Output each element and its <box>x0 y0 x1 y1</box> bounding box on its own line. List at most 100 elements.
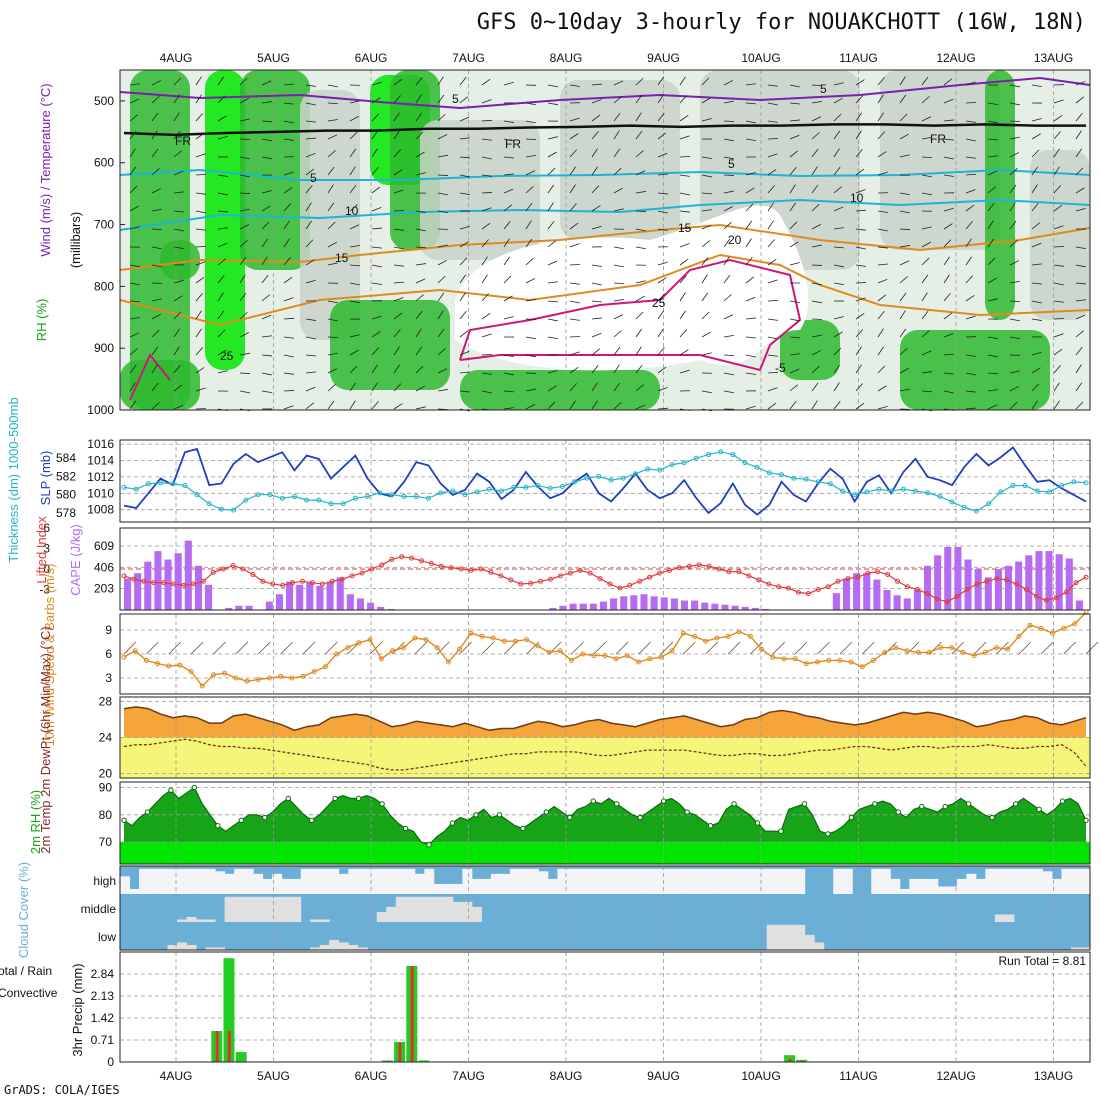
wind-barb <box>965 156 976 159</box>
cape-bar <box>863 573 871 610</box>
wind-barb <box>305 84 316 87</box>
wind-barb <box>283 257 291 266</box>
wind-barb <box>855 209 867 212</box>
wind-barb <box>965 407 976 410</box>
cloud-cover-bar-high <box>253 873 264 894</box>
wind-barb <box>1031 351 1042 356</box>
cloud-cover-bar-high <box>376 868 387 894</box>
wind-barb <box>459 96 469 104</box>
slp-background <box>120 440 1090 522</box>
wind-barb <box>195 76 202 86</box>
cloud-cover-bar-high <box>452 883 463 894</box>
wind-barb <box>1031 282 1042 285</box>
wind-barb <box>525 278 536 284</box>
wind-barb <box>987 102 998 106</box>
wind-speed-point <box>490 635 496 641</box>
wind-barb <box>877 246 888 249</box>
wind-barb <box>591 114 601 122</box>
wind-barb <box>173 246 184 249</box>
li-point <box>508 577 514 583</box>
wind-barb <box>481 156 492 160</box>
wind-barb <box>987 138 998 141</box>
wind-barb <box>261 372 272 376</box>
cloud-cover-bar-high <box>880 868 891 894</box>
wind-tick-label: 3 <box>105 671 112 685</box>
wind-barb <box>635 130 643 140</box>
wind-barb <box>613 246 624 250</box>
wind-speed-point <box>982 649 988 655</box>
wind-barb <box>899 367 910 374</box>
wind-speed-point <box>580 651 586 657</box>
wind-barb <box>657 293 666 302</box>
wind-barb <box>679 115 689 122</box>
cape-axis-label: CAPE (J/kg) <box>68 524 83 596</box>
wind-barb <box>789 384 798 392</box>
thickness-point <box>681 460 687 466</box>
li-point <box>240 566 246 572</box>
wind-barb <box>745 172 756 176</box>
wind-barb <box>503 407 514 410</box>
wind-barb <box>613 112 621 122</box>
wind-barb <box>877 346 885 356</box>
cloud-cover-bar-high <box>300 868 311 894</box>
rh-point <box>520 825 526 832</box>
wind-speed-point <box>457 646 463 652</box>
wind-barb <box>1053 225 1064 230</box>
wind-barb <box>943 390 954 394</box>
wind-barb <box>679 192 690 196</box>
wind-barb <box>239 292 247 302</box>
cloud-cover-bar-low <box>766 924 777 950</box>
wind-barb <box>503 238 510 248</box>
wind-barb <box>190 641 204 655</box>
wind-barb <box>745 317 756 320</box>
wind-barb <box>1009 240 1018 248</box>
thickness-point <box>827 481 833 487</box>
wind-barb <box>327 336 339 339</box>
wind-barb <box>855 364 862 374</box>
wind-barb <box>789 353 800 356</box>
wind-barb <box>283 317 295 320</box>
li-point <box>845 576 851 582</box>
chart-title: GFS 0~10day 3-hourly for NOUAKCHOTT (16W… <box>476 10 1086 35</box>
wind-barb <box>327 166 335 176</box>
thickness-point <box>718 449 724 455</box>
wind-barb <box>393 312 403 320</box>
wind-barb <box>481 239 489 248</box>
wind-barb <box>569 400 576 410</box>
li-point <box>716 566 722 572</box>
contour-label: 10 <box>850 191 864 205</box>
wind-barb <box>217 115 227 122</box>
thickness-point <box>645 466 651 472</box>
cloud-cover-bar-high <box>1070 868 1081 894</box>
contour-label: FR <box>175 134 191 148</box>
rh-region <box>330 300 450 390</box>
date-label-bottom: 4AUG <box>160 1069 193 1083</box>
wind-barb <box>437 192 448 196</box>
rh-series-line <box>123 786 1087 846</box>
wind-barb <box>283 238 290 248</box>
wind-barb <box>745 138 756 142</box>
wind-barb <box>987 372 999 375</box>
upper-air-panel <box>119 69 1091 411</box>
rh-point <box>731 801 737 807</box>
precip-tick-label: 0 <box>107 1055 114 1069</box>
wind-barb <box>525 354 536 358</box>
li-point <box>994 576 1000 582</box>
wind-barb <box>811 300 822 304</box>
wind-barb <box>1031 118 1042 122</box>
wind-barb <box>415 210 426 214</box>
cape-bar <box>670 598 678 610</box>
wind-barb <box>767 387 778 392</box>
wind-barb <box>481 641 495 655</box>
wind-barb <box>855 346 862 356</box>
wind-barb <box>1075 314 1086 320</box>
wind-barb <box>437 210 448 214</box>
wind-barb <box>794 641 808 655</box>
cape-bar <box>1075 600 1083 610</box>
wind-barb <box>701 97 711 104</box>
wind-speed-point <box>468 630 474 636</box>
wind-barb <box>679 258 689 266</box>
cape-bar <box>154 551 162 610</box>
cape-bar <box>174 553 182 610</box>
cloud-cover-bar-high <box>509 868 520 894</box>
